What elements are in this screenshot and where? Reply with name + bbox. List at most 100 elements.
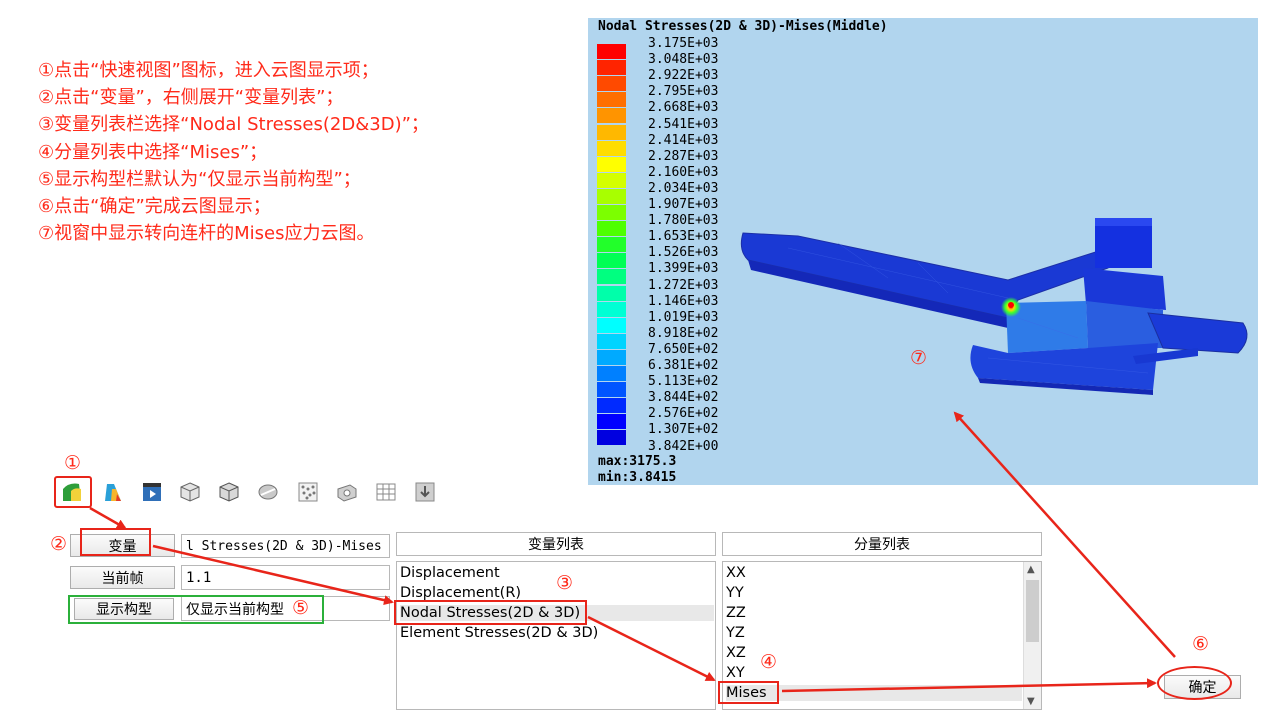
legend-swatch xyxy=(597,349,626,365)
variable-list-item[interactable]: Displacement(R) xyxy=(400,585,522,601)
legend-swatch xyxy=(597,382,626,398)
legend-swatch xyxy=(597,108,626,124)
legend-swatch xyxy=(597,44,626,60)
marker-1: ① xyxy=(64,452,82,474)
legend-swatch xyxy=(597,124,626,140)
legend-swatch xyxy=(597,317,626,333)
component-list-item[interactable]: XZ xyxy=(726,645,746,661)
legend-label: 2.576E+02 xyxy=(648,406,719,422)
legend-swatch xyxy=(597,172,626,188)
legend-label: 2.034E+03 xyxy=(648,180,719,196)
legend-swatch xyxy=(597,398,626,414)
highlight-mises xyxy=(718,681,779,704)
component-list-item[interactable]: YZ xyxy=(726,625,745,641)
component-list-item[interactable]: XX xyxy=(726,565,746,581)
cube-wire-icon[interactable] xyxy=(176,478,204,506)
legend-label: 6.381E+02 xyxy=(648,358,719,373)
instruction-line: ⑦视窗中显示转向连杆的Mises应力云图。 xyxy=(38,223,375,245)
highlight-quick-view xyxy=(54,476,92,508)
part-icon[interactable] xyxy=(333,478,361,506)
legend-swatch xyxy=(597,188,626,204)
frame-button-label: 当前帧 xyxy=(101,570,144,587)
legend-label: 1.653E+03 xyxy=(648,229,719,245)
legend-label: 7.650E+02 xyxy=(648,341,719,357)
variable-field[interactable]: l Stresses(2D & 3D)-Mises xyxy=(181,534,390,558)
legend-swatch xyxy=(597,205,626,221)
component-list-item[interactable]: XY xyxy=(726,665,745,681)
component-list-item[interactable]: ZZ xyxy=(726,605,746,621)
legend-label: 2.287E+03 xyxy=(648,148,719,164)
variable-button[interactable]: 变量 xyxy=(70,534,175,557)
component-scrollbar[interactable]: ▲ ▼ xyxy=(1023,562,1041,709)
marker-6: ⑥ xyxy=(1192,633,1210,655)
component-list-item[interactable]: YY xyxy=(726,585,744,601)
legend-label: 5.113E+02 xyxy=(648,374,719,390)
variable-list-item[interactable]: Displacement xyxy=(400,565,500,581)
legend-label: 2.160E+03 xyxy=(648,164,719,180)
legend-swatch xyxy=(597,253,626,269)
cube-solid-icon[interactable] xyxy=(215,478,243,506)
instruction-list: ①点击“快速视图”图标，进入云图显示项； ②点击“变量”，右侧展开“变量列表”； ③… xyxy=(38,57,429,247)
frame-field[interactable]: 1.1 xyxy=(181,565,390,590)
legend-label: 3.842E+00 xyxy=(648,438,719,454)
legend-label: 1.146E+03 xyxy=(648,293,719,309)
highlight-ok-button xyxy=(1157,666,1232,700)
variable-list-item[interactable]: Element Stresses(2D & 3D) xyxy=(400,625,599,641)
marker-7: ⑦ xyxy=(910,347,927,369)
legend-label: 2.668E+03 xyxy=(648,100,719,116)
legend-swatch xyxy=(597,60,626,76)
animation-icon[interactable] xyxy=(138,478,166,506)
legend-swatch xyxy=(597,156,626,172)
marker-4: ④ xyxy=(760,651,778,673)
max-label: max:3175.3 xyxy=(598,454,677,469)
instruction-line: ④分量列表中选择“Mises”； xyxy=(38,141,268,163)
legend-label: 1.526E+03 xyxy=(648,245,719,261)
viewport-title: Nodal Stresses(2D & 3D)-Mises(Middle) xyxy=(598,19,888,34)
result-viewport[interactable]: Nodal Stresses(2D & 3D)-Mises(Middle) 3.… xyxy=(588,18,1258,485)
scroll-thumb[interactable] xyxy=(1026,580,1039,642)
legend-swatch xyxy=(597,430,626,446)
mesh-dots-icon[interactable] xyxy=(294,478,322,506)
legend-label: 8.918E+02 xyxy=(648,325,719,341)
quick-view-icon[interactable] xyxy=(58,478,86,506)
legend-label: 3.175E+03 xyxy=(648,36,719,51)
download-icon[interactable] xyxy=(411,478,439,506)
marker-3: ③ xyxy=(556,572,574,594)
highlight-config xyxy=(68,595,324,624)
steering-link-model: ⑦ xyxy=(740,218,1248,395)
section-icon[interactable] xyxy=(254,478,282,506)
legend-label: 1.399E+03 xyxy=(648,261,719,277)
legend-label: 2.541E+03 xyxy=(648,116,719,132)
legend-swatch xyxy=(597,333,626,349)
contour-icon[interactable] xyxy=(99,478,127,506)
display-config-button[interactable]: 显示构型 xyxy=(74,598,174,620)
legend-swatch xyxy=(597,140,626,156)
instruction-line: ⑥点击“确定”完成云图显示； xyxy=(38,196,271,218)
legend-label: 2.922E+03 xyxy=(648,68,719,84)
legend-label: 3.844E+02 xyxy=(648,390,719,406)
table-icon[interactable] xyxy=(372,478,400,506)
legend-label: 3.048E+03 xyxy=(648,52,719,68)
legend-swatch xyxy=(597,285,626,301)
legend-swatch xyxy=(597,414,626,430)
highlight-variable-button xyxy=(80,528,151,556)
instruction-line: ⑤显示构型栏默认为“仅显示当前构型”； xyxy=(38,168,361,190)
scroll-down-icon[interactable]: ▼ xyxy=(1027,696,1035,707)
legend-label: 1.907E+03 xyxy=(648,197,719,212)
instruction-line: ①点击“快速视图”图标，进入云图显示项； xyxy=(38,60,379,81)
component-list-header: 分量列表 xyxy=(722,532,1042,556)
highlight-nodal-stresses xyxy=(394,600,587,625)
legend-swatch xyxy=(597,221,626,237)
legend-swatch xyxy=(597,237,626,253)
legend-label: 1.019E+03 xyxy=(648,309,719,325)
scroll-up-icon[interactable]: ▲ xyxy=(1027,564,1035,575)
legend-swatch xyxy=(597,366,626,382)
variable-button-label: 变量 xyxy=(108,538,137,555)
min-label: min:3.8415 xyxy=(598,470,677,485)
marker-2: ② xyxy=(50,533,68,555)
current-frame-button[interactable]: 当前帧 xyxy=(70,566,175,589)
legend-label: 1.307E+02 xyxy=(648,422,719,438)
legend-swatch xyxy=(597,76,626,92)
instruction-line: ③变量列表栏选择“Nodal Stresses(2D&3D)”； xyxy=(38,114,429,136)
legend-label: 1.780E+03 xyxy=(648,213,719,229)
